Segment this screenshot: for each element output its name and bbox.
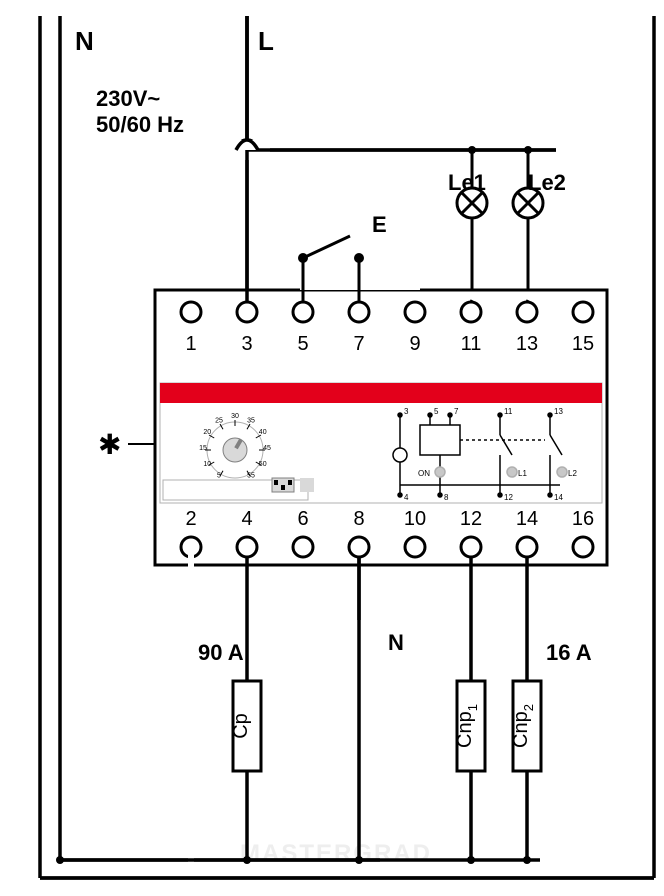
svg-text:L1: L1 — [518, 469, 527, 478]
svg-text:16: 16 — [572, 508, 594, 530]
svg-text:5: 5 — [217, 473, 221, 480]
bottom-wiring — [191, 557, 541, 860]
svg-text:11: 11 — [461, 333, 482, 355]
svg-text:9: 9 — [409, 333, 420, 355]
svg-text:12: 12 — [460, 508, 482, 530]
svg-text:40: 40 — [259, 429, 267, 436]
svg-text:20: 20 — [203, 429, 211, 436]
svg-text:10: 10 — [404, 508, 426, 530]
svg-text:14: 14 — [554, 493, 563, 502]
svg-text:15: 15 — [199, 445, 207, 452]
svg-text:50: 50 — [259, 461, 267, 468]
svg-text:45: 45 — [263, 445, 271, 452]
svg-text:10: 10 — [203, 461, 211, 468]
svg-text:ON: ON — [418, 469, 430, 478]
svg-text:4: 4 — [404, 493, 409, 502]
svg-text:8: 8 — [353, 508, 364, 530]
cp-label: Cp — [230, 713, 252, 739]
svg-text:8: 8 — [444, 493, 449, 502]
svg-text:30: 30 — [231, 413, 239, 420]
wiring-diagram-svg: 1 3 5 7 9 11 13 15 E 2 4 6 8 10 12 14 — [0, 0, 664, 896]
svg-text:E: E — [372, 212, 387, 237]
svg-text:14: 14 — [516, 508, 538, 530]
svg-text:11: 11 — [504, 407, 513, 416]
svg-text:25: 25 — [215, 417, 223, 424]
lamp-le2 — [513, 150, 543, 305]
svg-text:1: 1 — [185, 333, 196, 355]
svg-text:7: 7 — [454, 407, 459, 416]
svg-text:6: 6 — [297, 508, 308, 530]
svg-text:7: 7 — [353, 333, 364, 355]
svg-text:5: 5 — [297, 333, 308, 355]
svg-text:2: 2 — [185, 508, 196, 530]
svg-text:13: 13 — [516, 333, 538, 355]
lamp-le1 — [457, 150, 487, 305]
svg-text:3: 3 — [241, 333, 252, 355]
svg-text:55: 55 — [247, 473, 255, 480]
svg-text:12: 12 — [504, 493, 513, 502]
svg-text:15: 15 — [572, 333, 594, 355]
svg-text:4: 4 — [241, 508, 252, 530]
svg-text:5: 5 — [434, 407, 439, 416]
svg-text:3: 3 — [404, 407, 409, 416]
svg-text:13: 13 — [554, 407, 563, 416]
svg-text:35: 35 — [247, 417, 255, 424]
svg-text:L2: L2 — [568, 469, 577, 478]
device-body — [155, 290, 607, 565]
